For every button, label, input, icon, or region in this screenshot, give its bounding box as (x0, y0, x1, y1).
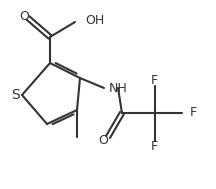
Text: O: O (19, 9, 29, 22)
Text: F: F (150, 74, 157, 87)
Text: O: O (98, 135, 108, 147)
Text: F: F (190, 106, 197, 119)
Text: S: S (11, 88, 19, 102)
Text: F: F (150, 140, 157, 153)
Text: OH: OH (85, 15, 104, 28)
Text: NH: NH (109, 81, 128, 94)
